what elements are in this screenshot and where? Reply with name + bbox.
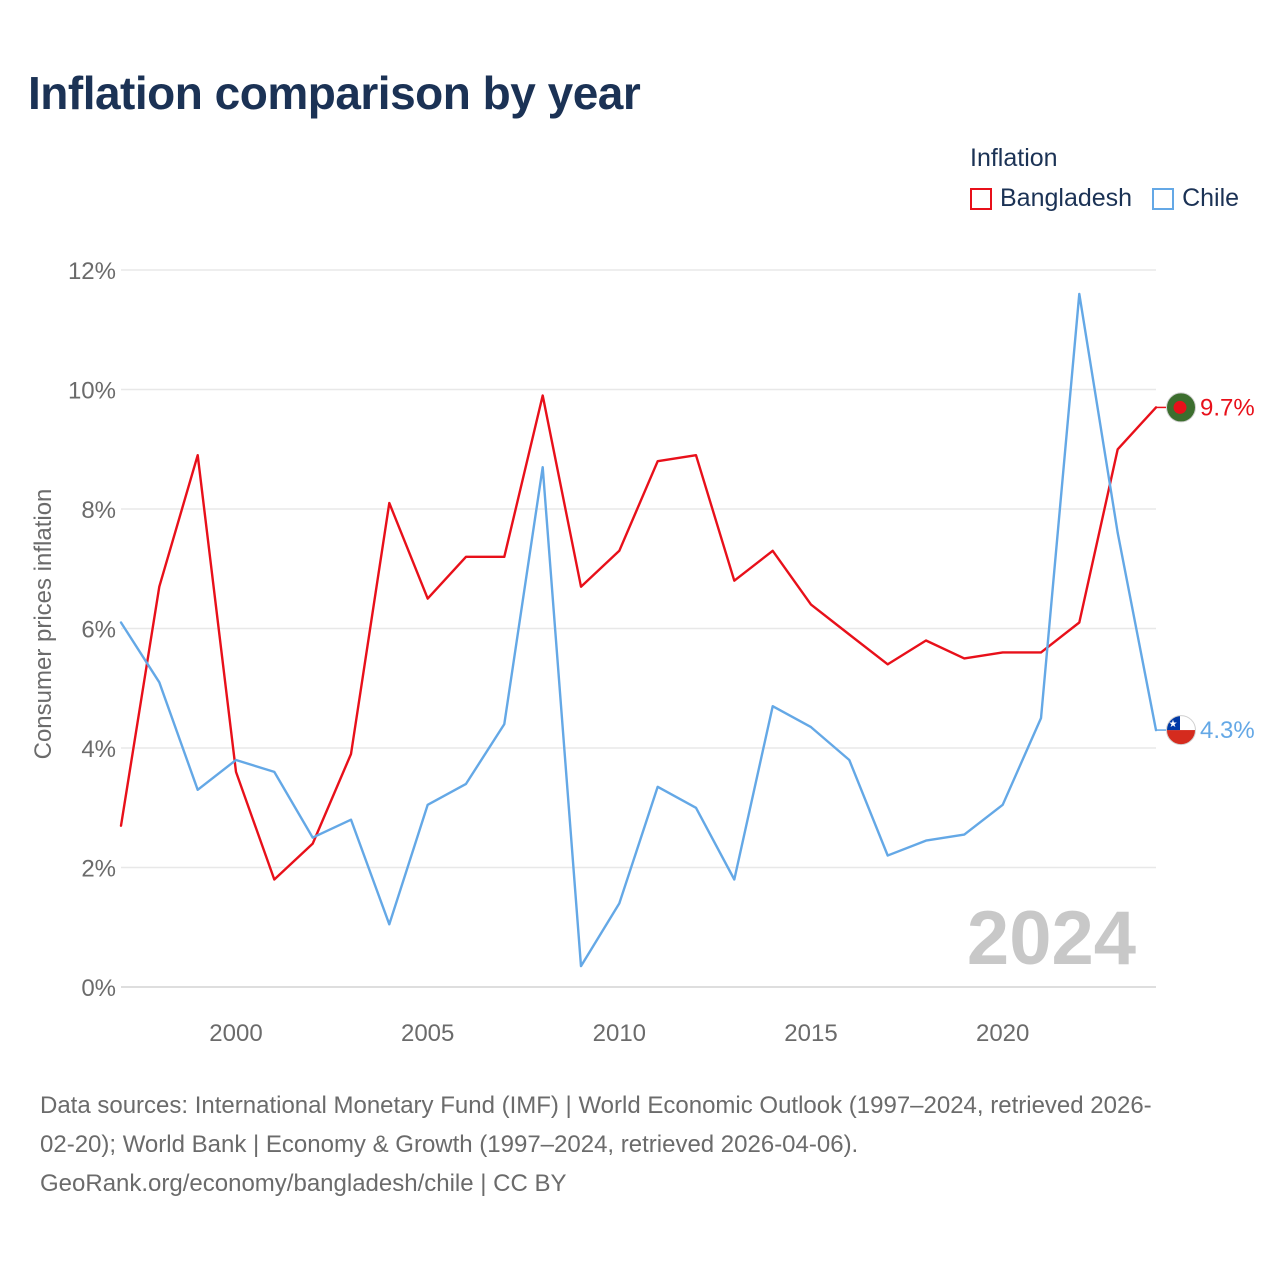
chart-title: Inflation comparison by year xyxy=(28,67,641,119)
y-tick-label: 12% xyxy=(68,258,116,285)
line-chart: 0% 2% 4% 6% 8% 10% 12% 2000 2005 2010 2015 2020 Con… xyxy=(30,258,1255,1047)
footer-attribution-link[interactable]: GeoRank.org/economy/bangladesh/chile | C… xyxy=(40,1170,567,1197)
x-tick-label: 2020 xyxy=(976,1020,1029,1047)
footer-sources-line-2: 02-20); World Bank | Economy & Growth (1… xyxy=(40,1131,859,1158)
series-line-bangladesh[interactable] xyxy=(119,394,1158,881)
legend-label-chile: Chile xyxy=(1182,184,1240,212)
end-markers: 9.7% ★ 4.3% xyxy=(1156,392,1255,746)
legend-title: Inflation xyxy=(970,144,1058,172)
grid-layer xyxy=(121,269,1156,988)
y-tick-label: 10% xyxy=(68,378,116,405)
y-tick-label: 6% xyxy=(81,617,116,644)
y-tick-label: 8% xyxy=(81,497,116,524)
x-tick-label: 2015 xyxy=(784,1020,837,1047)
y-tick-label: 4% xyxy=(81,736,116,763)
svg-text:★: ★ xyxy=(1169,719,1178,730)
legend-swatch-bangladesh xyxy=(970,187,992,210)
end-value-label-bangladesh: 9.7% xyxy=(1200,394,1255,421)
legend-swatch-chile xyxy=(1152,187,1175,210)
y-tick-label: 2% xyxy=(81,856,116,883)
y-tick-label: 0% xyxy=(81,975,116,1002)
legend-item-chile[interactable]: Chile xyxy=(1152,184,1239,213)
chile-flag-icon: ★ xyxy=(1166,715,1196,746)
series-line-chile[interactable] xyxy=(119,292,1158,968)
bangladesh-flag-icon xyxy=(1166,392,1196,423)
year-watermark: 2024 xyxy=(967,896,1136,981)
legend: Bangladesh Chile xyxy=(970,184,1239,213)
x-tick-label: 2005 xyxy=(401,1020,454,1047)
legend-item-bangladesh[interactable]: Bangladesh xyxy=(970,184,1132,213)
series-layer xyxy=(119,292,1158,968)
footer-sources-line-1: Data sources: International Monetary Fun… xyxy=(40,1092,1152,1119)
tick-labels: 0% 2% 4% 6% 8% 10% 12% 2000 2005 2010 2015 2020 xyxy=(68,258,1029,1047)
footer: Data sources: International Monetary Fun… xyxy=(40,1086,1250,1203)
x-tick-label: 2010 xyxy=(593,1020,646,1047)
y-axis-label: Consumer prices inflation xyxy=(30,489,57,760)
end-value-label-chile: 4.3% xyxy=(1200,717,1255,744)
legend-label-bangladesh: Bangladesh xyxy=(1000,184,1133,212)
x-tick-label: 2000 xyxy=(209,1020,262,1047)
